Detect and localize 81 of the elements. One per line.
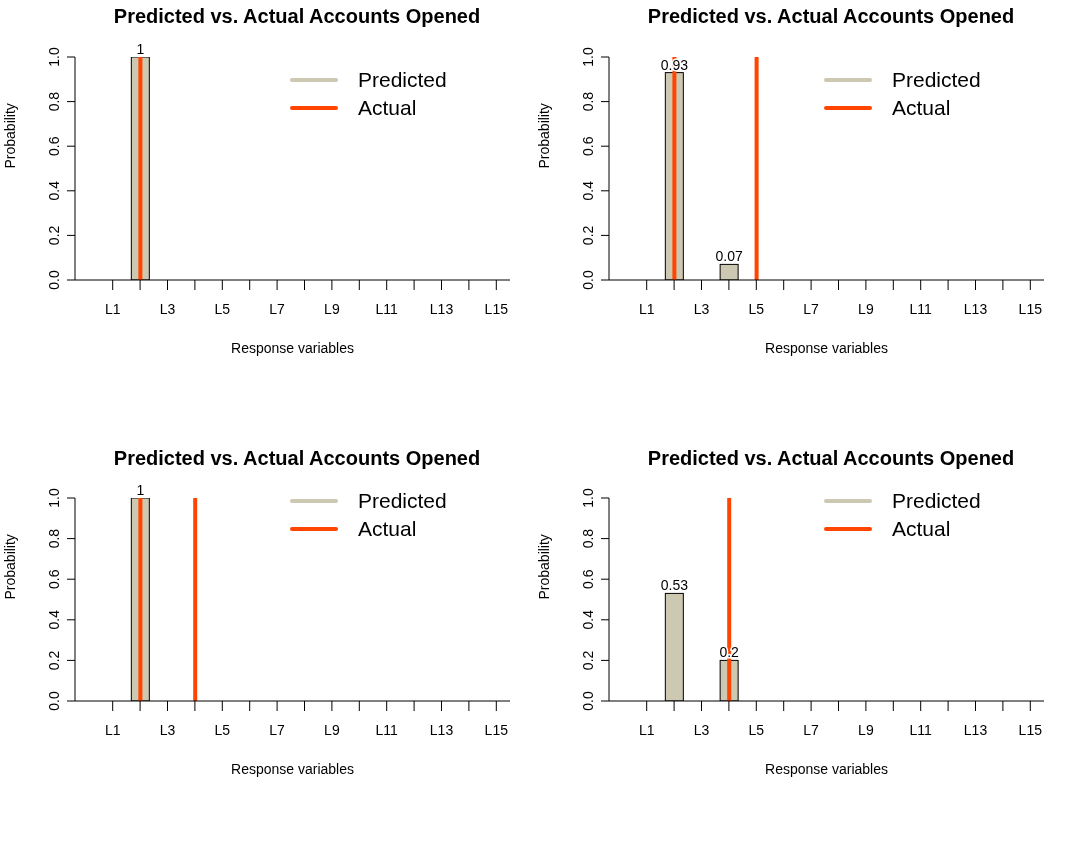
legend-label: Actual	[892, 517, 951, 541]
x-tick-label: L11	[909, 721, 933, 738]
x-tick-label: L1	[104, 721, 121, 738]
y-axis-title: Probability	[535, 534, 552, 600]
x-tick-label: L15	[1018, 300, 1043, 317]
x-tick-label: L5	[214, 300, 231, 317]
y-tick-label: 0.0	[46, 270, 62, 290]
x-tick-label: L11	[375, 721, 399, 738]
legend-label: Actual	[892, 96, 951, 120]
x-axis-title: Response variables	[231, 340, 354, 356]
y-tick-label: 0.6	[580, 569, 596, 589]
bar	[754, 57, 759, 280]
x-tick-label: L15	[484, 721, 509, 738]
x-tick-label: L7	[269, 721, 286, 738]
chart-title: Predicted vs. Actual Accounts Opened	[646, 5, 1016, 28]
x-tick-label: L3	[693, 300, 710, 317]
data-label: 0.07	[715, 248, 743, 265]
y-tick-label: 0.2	[46, 225, 62, 246]
legend-label: Predicted	[358, 489, 447, 513]
x-tick-label: L13	[963, 721, 988, 738]
legend-label: Actual	[358, 96, 417, 120]
chart-title: Predicted vs. Actual Accounts Opened	[646, 447, 1016, 470]
y-tick-label: 0.6	[580, 136, 596, 156]
x-tick-label: L9	[858, 300, 874, 317]
x-tick-label: L7	[803, 300, 820, 317]
y-axis-title: Probability	[535, 103, 552, 169]
x-tick-label: L1	[638, 721, 655, 738]
y-tick-label: 0.8	[46, 528, 62, 549]
x-tick-label: L1	[638, 300, 655, 317]
y-tick-label: 0.6	[46, 136, 62, 156]
legend-label: Actual	[358, 517, 417, 541]
y-tick-label: 1.0	[46, 47, 62, 67]
y-tick-label: 0.4	[580, 609, 596, 630]
y-axis-title: Probability	[1, 534, 18, 600]
y-tick-label: 0.8	[580, 528, 596, 549]
x-tick-label: L5	[214, 721, 231, 738]
y-tick-label: 0.8	[580, 91, 596, 112]
y-tick-label: 0.2	[580, 650, 596, 671]
x-axis-title: Response variables	[765, 761, 888, 777]
y-tick-label: 1.0	[46, 488, 62, 508]
legend-label: Predicted	[892, 68, 981, 92]
y-tick-label: 0.2	[46, 650, 62, 671]
x-tick-label: L3	[693, 721, 710, 738]
y-tick-label: 0.4	[46, 180, 62, 201]
y-tick-label: 0.4	[580, 180, 596, 201]
data-label: 0.53	[660, 577, 689, 594]
x-tick-label: L13	[429, 721, 454, 738]
y-tick-label: 0.0	[580, 691, 596, 711]
chart-title: Predicted vs. Actual Accounts Opened	[112, 447, 482, 470]
y-axis-title: Probability	[1, 103, 18, 169]
y-tick-label: 0.6	[46, 569, 62, 589]
x-axis-title: Response variables	[765, 340, 888, 356]
x-tick-label: L13	[429, 300, 454, 317]
y-tick-label: 1.0	[580, 488, 596, 508]
x-tick-label: L1	[104, 300, 121, 317]
y-tick-label: 0.0	[46, 691, 62, 711]
x-tick-label: L15	[484, 300, 509, 317]
legend-label: Predicted	[358, 68, 447, 92]
x-tick-label: L3	[159, 300, 176, 317]
x-tick-label: L9	[324, 721, 340, 738]
x-tick-label: L7	[269, 300, 286, 317]
y-tick-label: 0.2	[580, 225, 596, 246]
x-tick-label: L9	[324, 300, 340, 317]
y-tick-label: 0.4	[46, 609, 62, 630]
x-tick-label: L13	[963, 300, 988, 317]
legend-label: Predicted	[892, 489, 981, 513]
x-tick-label: L11	[909, 300, 933, 317]
chart-title: Predicted vs. Actual Accounts Opened	[112, 5, 482, 28]
x-tick-label: L3	[159, 721, 176, 738]
x-axis-title: Response variables	[231, 761, 354, 777]
data-label: 1	[136, 41, 145, 57]
x-tick-label: L9	[858, 721, 874, 738]
y-tick-label: 0.0	[580, 270, 596, 290]
x-tick-label: L5	[748, 721, 765, 738]
y-tick-label: 0.8	[46, 91, 62, 112]
data-label: 1	[136, 482, 145, 498]
x-tick-label: L11	[375, 300, 399, 317]
y-tick-label: 1.0	[580, 47, 596, 67]
x-tick-label: L5	[748, 300, 765, 317]
x-tick-label: L7	[803, 721, 820, 738]
x-tick-label: L15	[1018, 721, 1043, 738]
